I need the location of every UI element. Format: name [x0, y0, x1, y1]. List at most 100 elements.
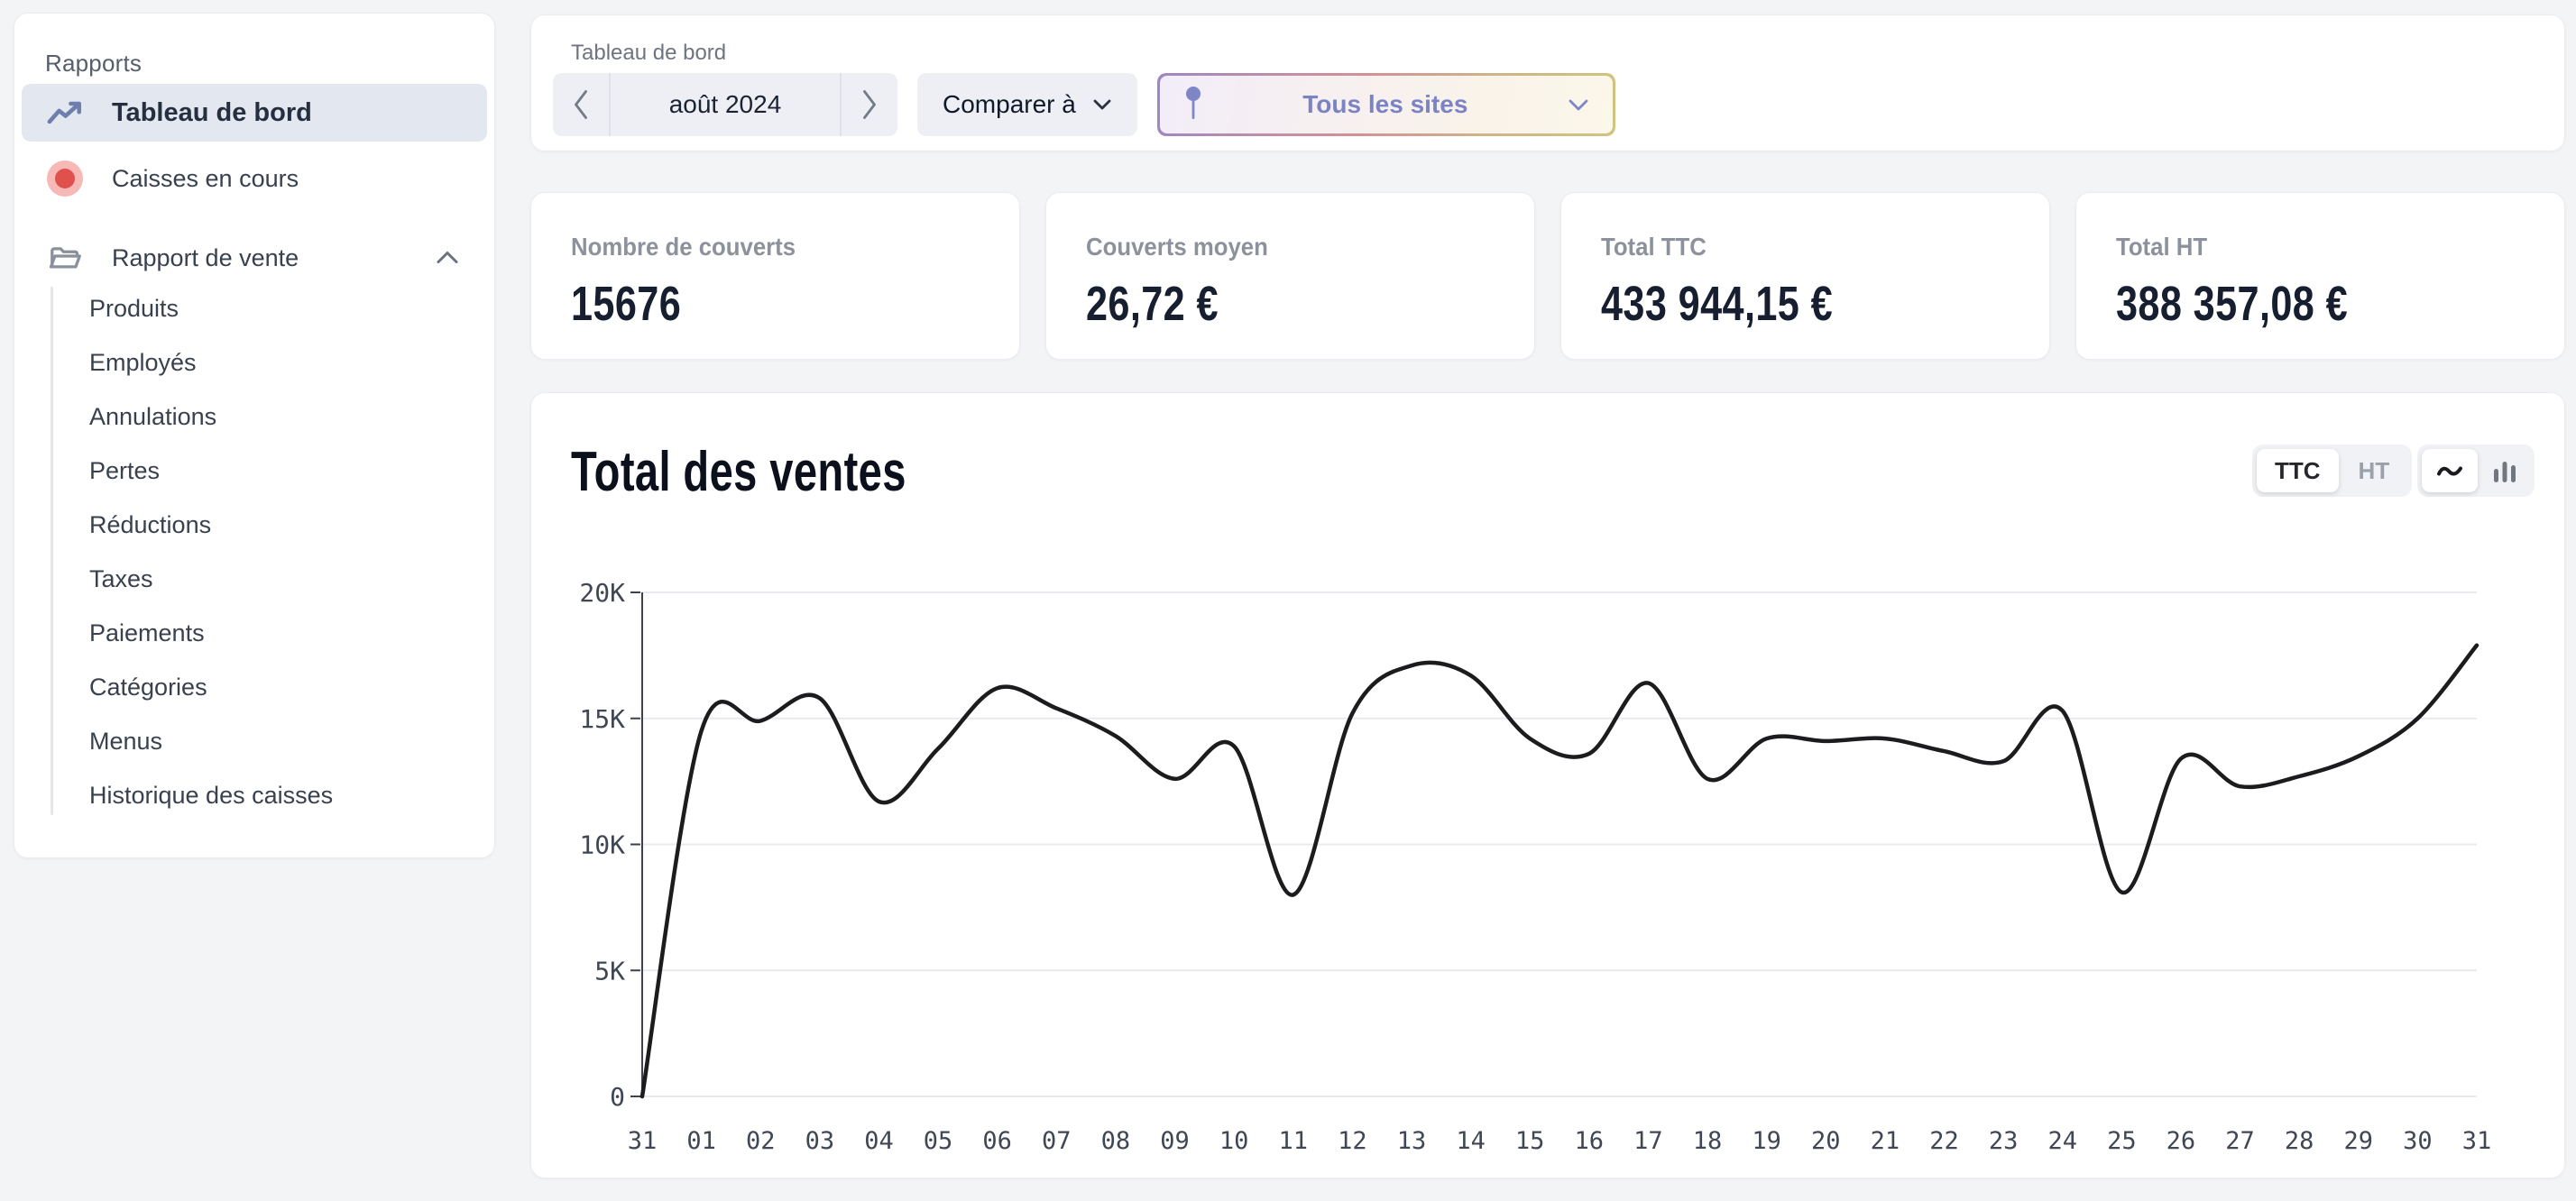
toggle-ttc[interactable]: TTC [2257, 449, 2339, 492]
svg-text:11: 11 [1278, 1127, 1308, 1155]
sidebar-subitem-annulations[interactable]: Annulations [14, 390, 494, 444]
svg-text:27: 27 [2225, 1127, 2255, 1155]
svg-text:03: 03 [805, 1127, 835, 1155]
kpi-card-couverts-moyen: Couverts moyen 26,72 € [1045, 192, 1535, 360]
svg-text:28: 28 [2285, 1127, 2314, 1155]
svg-text:30: 30 [2403, 1127, 2433, 1155]
kpi-card-total-ht: Total HT 388 357,08 € [2075, 192, 2565, 360]
svg-text:23: 23 [1989, 1127, 2019, 1155]
sidebar-subitem-employes[interactable]: Employés [14, 335, 494, 390]
subitem-label: Taxes [89, 564, 153, 592]
topbar-controls: août 2024 Comparer à Tous les sites [553, 73, 1615, 136]
kpi-label: Total TTC [1601, 233, 1707, 261]
kpi-row: Nombre de couverts 15676 Couverts moyen … [530, 192, 2565, 360]
svg-text:06: 06 [982, 1127, 1012, 1155]
sites-select-inner: Tous les sites [1159, 76, 1613, 133]
month-label: août 2024 [609, 73, 842, 136]
svg-text:22: 22 [1929, 1127, 1959, 1155]
unit-toggle: TTC HT [2252, 445, 2413, 497]
topbar: Tableau de bord août 2024 Comparer à Tou… [530, 14, 2565, 151]
sidebar-subitem-taxes[interactable]: Taxes [14, 552, 494, 606]
svg-text:0: 0 [610, 1082, 625, 1112]
kpi-label: Nombre de couverts [571, 233, 796, 261]
svg-text:04: 04 [864, 1127, 894, 1155]
svg-text:01: 01 [686, 1127, 716, 1155]
svg-text:14: 14 [1456, 1127, 1486, 1155]
subitem-label: Employés [89, 348, 197, 376]
sidebar-item-label: Tableau de bord [112, 97, 312, 127]
svg-text:25: 25 [2107, 1127, 2137, 1155]
sidebar-subitem-pertes[interactable]: Pertes [14, 444, 494, 498]
subitem-label: Pertes [89, 456, 161, 484]
kpi-card-total-ttc: Total TTC 433 944,15 € [1560, 192, 2050, 360]
breadcrumb: Tableau de bord [571, 41, 727, 65]
svg-text:05: 05 [924, 1127, 953, 1155]
svg-text:19: 19 [1752, 1127, 1781, 1155]
sidebar-subitem-menus[interactable]: Menus [14, 714, 494, 768]
subitem-label: Paiements [89, 619, 205, 646]
svg-text:29: 29 [2344, 1127, 2374, 1155]
svg-text:15: 15 [1515, 1127, 1545, 1155]
sidebar-item-caisses-en-cours[interactable]: Caisses en cours [22, 150, 487, 207]
toggle-ht[interactable]: HT [2358, 456, 2390, 484]
sidebar-subnav: Produits Employés Annulations Pertes Réd… [14, 281, 494, 822]
total-sales-line-chart: 0 5K 10K 15K 20K 31 01 02 03 04 05 06 07 08 09 10 11 12 13… [579, 578, 2492, 1155]
kpi-value: 15676 [571, 277, 682, 331]
svg-text:13: 13 [1397, 1127, 1427, 1155]
subitem-label: Catégories [89, 673, 207, 701]
sidebar-subitem-paiements[interactable]: Paiements [14, 606, 494, 660]
kpi-value: 388 357,08 € [2116, 277, 2349, 331]
sidebar-subitem-produits[interactable]: Produits [14, 281, 494, 335]
svg-text:09: 09 [1160, 1127, 1190, 1155]
kpi-value: 433 944,15 € [1601, 277, 1834, 331]
next-month-button[interactable] [842, 73, 897, 136]
sidebar-subitem-historique-des-caisses[interactable]: Historique des caisses [14, 768, 494, 822]
subnav-indent-line [51, 287, 53, 815]
svg-text:5K: 5K [594, 956, 625, 986]
kpi-label: Couverts moyen [1086, 233, 1268, 261]
chart-type-toggle [2417, 445, 2535, 497]
chevron-down-icon [1093, 99, 1111, 110]
subitem-label: Annulations [89, 402, 217, 430]
pin-icon [1185, 87, 1201, 119]
open-folder-icon [45, 238, 85, 278]
sites-select[interactable]: Tous les sites [1156, 73, 1615, 136]
prev-month-button[interactable] [553, 73, 609, 136]
svg-text:20: 20 [1811, 1127, 1841, 1155]
sidebar-subitem-reductions[interactable]: Réductions [14, 498, 494, 552]
svg-text:12: 12 [1338, 1127, 1367, 1155]
sidebar-subitem-categories[interactable]: Catégories [14, 660, 494, 714]
svg-text:18: 18 [1693, 1127, 1723, 1155]
svg-text:17: 17 [1633, 1127, 1663, 1155]
record-dot-icon [45, 159, 85, 198]
compare-button[interactable]: Comparer à [917, 73, 1137, 136]
svg-text:02: 02 [746, 1127, 776, 1155]
sidebar-item-label: Rapport de vente [112, 243, 299, 271]
svg-text:31: 31 [2462, 1127, 2492, 1155]
bar-chart-toggle[interactable] [2479, 449, 2530, 492]
svg-text:31: 31 [628, 1127, 658, 1155]
total-sales-card: Total des ventes TTC HT 0 5K 10K 15K 20K 31 01… [530, 392, 2565, 1178]
line-chart-toggle[interactable] [2422, 449, 2478, 492]
sidebar-item-tableau-de-bord[interactable]: Tableau de bord [22, 84, 487, 142]
wave-icon [2437, 466, 2462, 476]
kpi-card-nombre-de-couverts: Nombre de couverts 15676 [530, 192, 1020, 360]
chevron-up-icon[interactable] [435, 244, 460, 272]
svg-text:16: 16 [1575, 1127, 1605, 1155]
svg-text:10K: 10K [579, 830, 625, 860]
sidebar-item-rapport-de-vente[interactable]: Rapport de vente [22, 229, 487, 287]
bar-chart-icon [2494, 462, 2516, 482]
kpi-label: Total HT [2116, 233, 2208, 261]
kpi-value: 26,72 € [1086, 277, 1219, 331]
subitem-label: Produits [89, 294, 179, 322]
sidebar-section-label: Rapports [45, 50, 143, 77]
subitem-label: Réductions [89, 510, 212, 538]
sidebar-item-label: Caisses en cours [112, 164, 299, 192]
svg-text:24: 24 [2047, 1127, 2077, 1155]
compare-label: Comparer à [943, 90, 1076, 118]
trending-up-icon [45, 93, 85, 133]
svg-text:21: 21 [1871, 1127, 1900, 1155]
chart-title: Total des ventes [571, 441, 906, 503]
svg-text:26: 26 [2167, 1127, 2196, 1155]
svg-text:20K: 20K [579, 578, 625, 608]
